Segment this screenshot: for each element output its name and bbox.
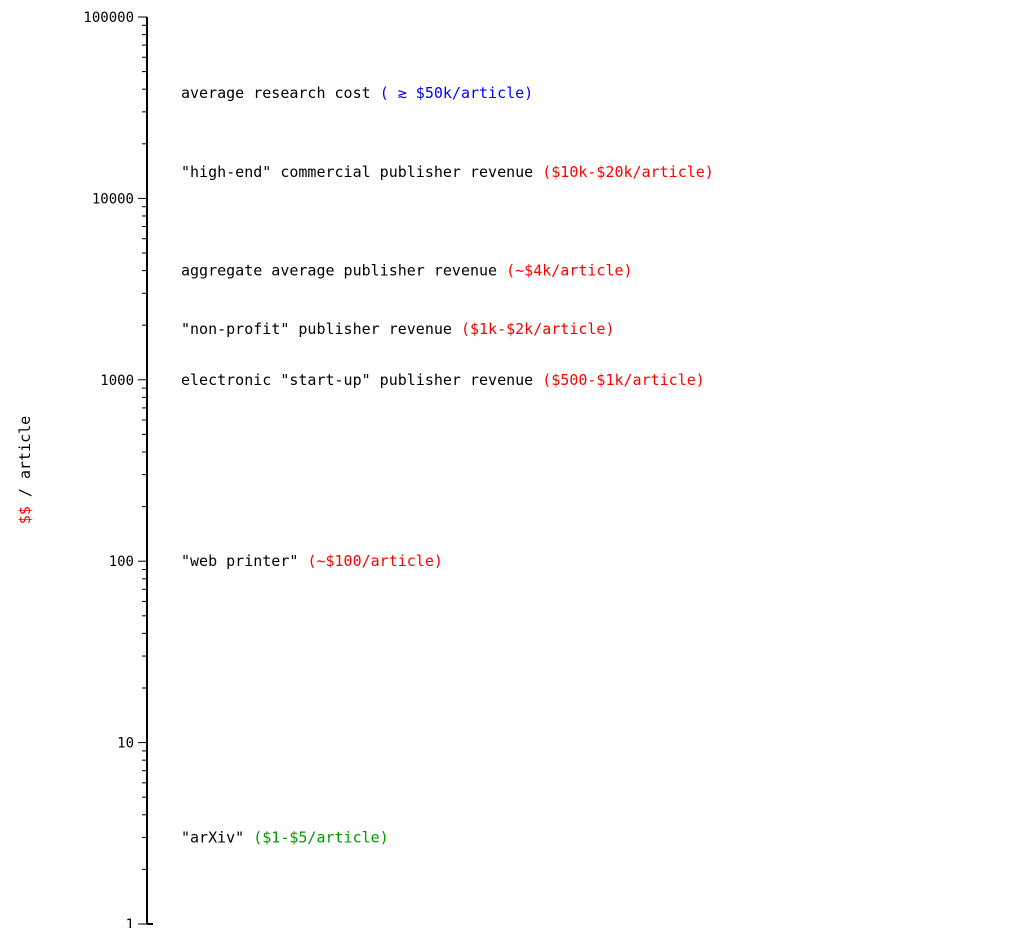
y-tick-label: 100 <box>109 554 134 570</box>
annotation: average research cost ( ≳ $50k/article) <box>181 84 533 102</box>
y-tick-label: 10000 <box>92 191 134 207</box>
annotation-range: ( ≳ $50k/article) <box>380 84 534 102</box>
y-tick-label: 1000 <box>100 373 134 389</box>
annotation-label: "arXiv" <box>181 828 253 846</box>
annotation-range: ($1k-$2k/article) <box>461 320 615 338</box>
svg-text:$$ / article: $$ / article <box>16 416 34 524</box>
annotation: "arXiv" ($1-$5/article) <box>181 828 389 846</box>
annotation: aggregate average publisher revenue (~$4… <box>181 262 633 280</box>
y-tick-label: 10 <box>117 736 134 752</box>
annotation-range: (~$4k/article) <box>506 262 632 280</box>
annotations: average research cost ( ≳ $50k/article) "… <box>181 84 714 846</box>
annotation-range: ($10k-$20k/article) <box>542 163 714 181</box>
annotation-label: aggregate average publisher revenue <box>181 262 506 280</box>
y-axis-label-unit: / article <box>16 416 34 506</box>
y-axis <box>138 16 153 925</box>
y-tick-label: 1 <box>126 917 134 928</box>
annotation-label: electronic "start-up" publisher revenue <box>181 371 542 389</box>
annotation: "non-profit" publisher revenue ($1k-$2k/… <box>181 320 615 338</box>
annotation-label: "non-profit" publisher revenue <box>181 320 461 338</box>
annotation-label: "web printer" <box>181 552 307 570</box>
annotation-label: "high-end" commercial publisher revenue <box>181 163 542 181</box>
annotation-range: ($1-$5/article) <box>253 828 388 846</box>
y-tick-label: 100000 <box>83 10 134 26</box>
annotation-range: ($500-$1k/article) <box>542 371 705 389</box>
annotation: "web printer" (~$100/article) <box>181 552 443 570</box>
y-tick-labels: 100000 10000 1000 100 10 1 <box>83 10 134 928</box>
annotation: "high-end" commercial publisher revenue … <box>181 163 714 181</box>
y-axis-label: $$ / article <box>16 416 34 524</box>
y-axis-label-currency: $$ <box>16 506 34 524</box>
annotation-label: average research cost <box>181 84 380 102</box>
annotation: electronic "start-up" publisher revenue … <box>181 371 705 389</box>
annotation-range: (~$100/article) <box>307 552 442 570</box>
